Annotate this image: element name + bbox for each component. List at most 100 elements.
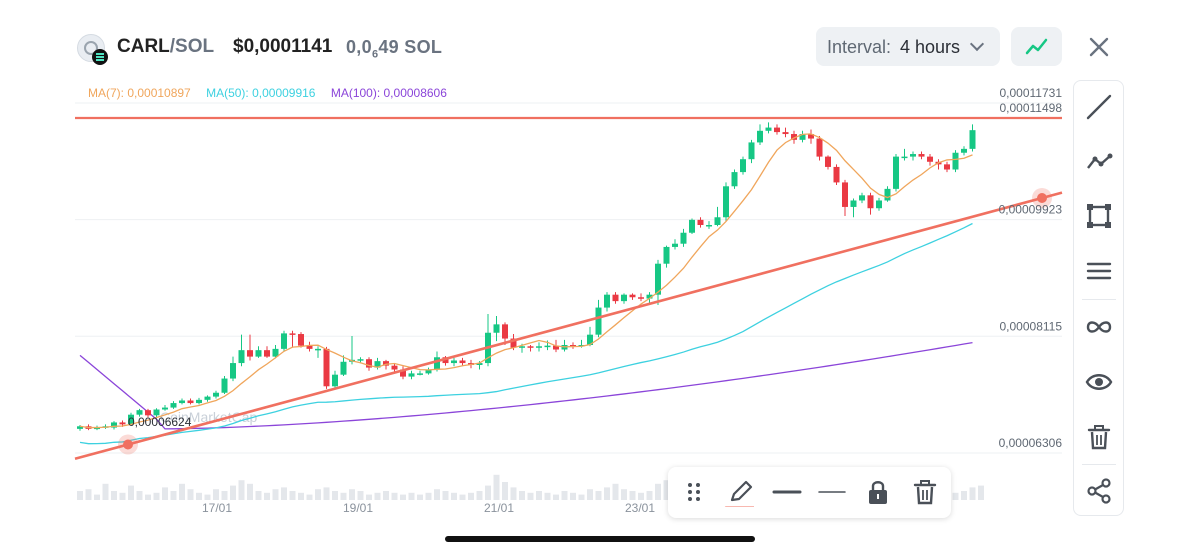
volume-bar [238, 480, 245, 500]
candle-up [204, 396, 211, 400]
volume-bar [145, 494, 151, 500]
volume-bar [595, 491, 602, 500]
close-icon [1089, 37, 1109, 57]
candle-up [740, 159, 746, 173]
volume-bar [170, 491, 177, 500]
chart-type-button[interactable] [1011, 27, 1062, 66]
volume-bar [383, 491, 389, 500]
ma100-line [79, 341, 973, 430]
ma7-line [79, 133, 973, 429]
drawings: 0,00006624 [74, 116, 1063, 461]
pair-quote: /SOL [169, 36, 215, 57]
watermark: CoinMarketCap [160, 409, 257, 425]
candle-down [145, 410, 151, 416]
line-width-icon[interactable] [817, 477, 847, 507]
candle-up [332, 374, 338, 387]
ma50-line [79, 222, 973, 445]
candle-down [927, 156, 933, 162]
candle-up [425, 369, 432, 374]
candles [77, 122, 976, 431]
candle-down [298, 334, 304, 346]
volume-bar [102, 483, 109, 500]
trendline-handle-end [1037, 193, 1047, 203]
volume-bar [298, 492, 304, 500]
volume-bar [952, 492, 959, 500]
volume-bar [629, 491, 636, 500]
lock-icon[interactable] [863, 477, 893, 507]
chart-header: CARL/SOL $0,0001141 0,0649 SOL Interval:… [0, 0, 1200, 90]
rectangle-tool-icon[interactable] [1085, 202, 1113, 230]
polyline-tool-icon[interactable] [1085, 147, 1113, 175]
trash-icon[interactable] [1085, 423, 1113, 451]
coin-logo [77, 34, 108, 65]
volume-bar [162, 487, 168, 500]
candle-down [306, 345, 313, 349]
line-style-icon[interactable] [772, 477, 802, 507]
candle-up [94, 427, 100, 430]
volume-bar [476, 491, 483, 500]
candle-down [400, 369, 406, 377]
volume-bar [179, 483, 185, 500]
candle-up [893, 156, 899, 189]
volume-bar [612, 483, 619, 500]
candle-up [536, 346, 542, 348]
candlestick-chart[interactable]: CoinMarketCap 0,00006624 0,000117310,000… [0, 0, 1072, 530]
close-button[interactable] [1085, 33, 1113, 61]
candle-up [621, 294, 627, 302]
candle-up [136, 410, 143, 415]
volume-bar [434, 489, 440, 500]
volume-bar [128, 485, 134, 500]
trendline-tool-icon[interactable] [1085, 93, 1113, 121]
candle-up [221, 378, 228, 393]
volume-bar [621, 489, 627, 500]
date-label: 17/01 [202, 501, 232, 515]
volume-bar [400, 494, 406, 500]
volume-bar [978, 485, 984, 500]
trendline-handle-start [123, 439, 133, 450]
volume-bar [544, 492, 551, 500]
candle-down [808, 134, 814, 139]
candle-up [765, 127, 772, 131]
volume-bar [646, 491, 653, 500]
interval-label: Interval: [827, 37, 892, 57]
ma100-line [79, 341, 973, 430]
candle-up [519, 346, 525, 348]
infinity-tool-icon[interactable] [1085, 313, 1113, 341]
volume-bar [459, 494, 466, 500]
volume-bar [969, 487, 976, 500]
share-icon[interactable] [1085, 477, 1113, 505]
candle-up [153, 409, 160, 416]
candle-up [714, 217, 721, 225]
candle-up [451, 360, 457, 364]
candle-down [825, 156, 831, 167]
volume-bar [485, 485, 491, 500]
volume-bar [255, 491, 262, 500]
volume-bar [638, 492, 644, 500]
candle-down [816, 138, 823, 157]
drag-handle-icon[interactable] [679, 477, 709, 507]
fib-levels-tool-icon[interactable] [1085, 257, 1113, 285]
candle-down [119, 422, 126, 425]
volume-bar [247, 483, 253, 500]
trendline-point-label: 0,00006624 [128, 415, 192, 429]
candle-down [638, 297, 644, 299]
candle-up [230, 363, 236, 379]
pencil-icon[interactable] [724, 477, 754, 507]
volume-bar [570, 492, 576, 500]
eye-icon[interactable] [1085, 368, 1113, 396]
candle-down [791, 134, 797, 140]
volume-bar [85, 489, 92, 500]
volume-bar [315, 489, 321, 500]
volume-bar [332, 491, 338, 500]
volume-bar [961, 491, 967, 500]
candle-down [774, 127, 780, 133]
candle-down [366, 359, 372, 368]
delete-icon[interactable] [910, 477, 940, 507]
candle-down [383, 361, 389, 366]
candle-up [213, 392, 219, 397]
interval-selector[interactable]: Interval: 4 hours [816, 27, 1000, 66]
volume-bar [306, 494, 313, 500]
volume-bar [442, 491, 449, 500]
candle-up [340, 361, 347, 375]
